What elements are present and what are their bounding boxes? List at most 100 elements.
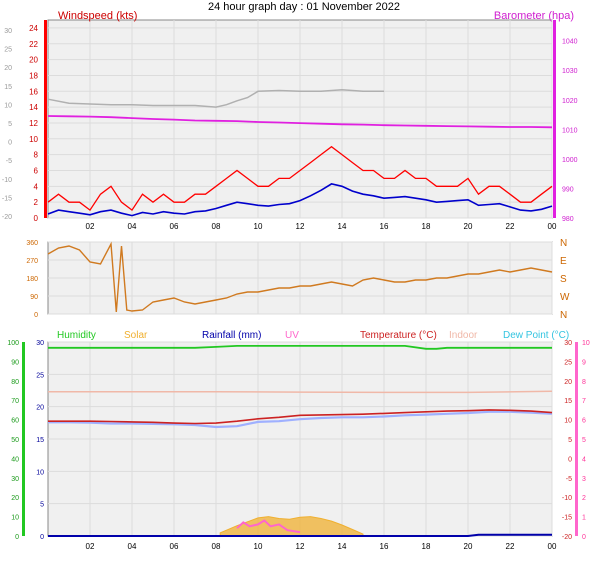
- wind-series: [47, 88, 553, 217]
- temp-time-tick-label: 04: [128, 542, 137, 551]
- rainfall-tick-label: 15: [36, 437, 44, 444]
- humidity-line: [48, 345, 552, 350]
- windspeed-tick-label: 18: [29, 71, 38, 80]
- chart-title: 24 hour graph day : 01 November 2022: [208, 1, 400, 13]
- uv-tick-label: 8: [582, 379, 586, 386]
- compass-tick-label: N: [560, 238, 567, 249]
- barometer-axis-label: Barometer (hpa): [494, 10, 574, 22]
- windspeed-tick-label: 4: [34, 182, 39, 191]
- humidity-tick-label: 80: [11, 379, 19, 386]
- windspeed-tick-label: 24: [29, 24, 38, 33]
- temp-time-tick-label: 02: [86, 542, 95, 551]
- windspeed-tick-label: 20: [29, 56, 38, 65]
- temperature-tick-label: 15: [564, 398, 572, 405]
- windspeed-tick-label: 10: [29, 135, 38, 144]
- windspeed-tick-label: 0: [34, 214, 39, 223]
- direction-degree-tick-label: 90: [30, 294, 38, 301]
- humidity-tick-label: 60: [11, 418, 19, 425]
- wind-time-tick-label: 12: [296, 222, 305, 231]
- humidity-tick-label: 50: [11, 437, 19, 444]
- legend-humidity: Humidity: [57, 330, 96, 341]
- barometer-tick-label: 1040: [562, 39, 578, 46]
- temperature-tick-label: -15: [562, 515, 572, 522]
- wind-time-tick-label: 22: [506, 222, 515, 231]
- temp-time-tick-label: 20: [464, 542, 473, 551]
- uv-tick-label: 2: [582, 495, 586, 502]
- humidity-axis: 0 10 20 30 40 50 60 70 80 90 100: [7, 340, 19, 541]
- windspeed-tick-label: 16: [29, 87, 38, 96]
- wind-time-tick-label: 02: [86, 222, 95, 231]
- legend-solar: Solar: [124, 330, 148, 341]
- direction-degree-tick-label: 270: [26, 258, 38, 265]
- temp-time-tick-label: 10: [254, 542, 263, 551]
- wind-time-tick-label: 06: [170, 222, 179, 231]
- humidity-axis-stripe: [22, 342, 25, 536]
- compass-tick-label: W: [560, 292, 570, 303]
- windspeed-tick-label: 22: [29, 40, 38, 49]
- temperature-axis: -20 -15 -10 -5 0 5 10 15 20 25 30: [562, 340, 572, 541]
- barometer-axis: 980 990 1000 1010 1020 1030 1040: [562, 39, 578, 223]
- outer-axis-tick-label: -10: [2, 177, 12, 184]
- wind-time-tick-label: 08: [212, 222, 221, 231]
- direction-line: [47, 241, 553, 313]
- wind-gust-line: [47, 145, 553, 212]
- solar-area: [219, 516, 364, 537]
- wind-time-tick-label: 10: [254, 222, 263, 231]
- rainfall-line: [48, 533, 552, 537]
- temperature-line: [48, 409, 553, 425]
- wind-outer-left-axis: -20 -15 -10 -5 0 5 10 15 20 25 30: [2, 28, 12, 221]
- temp-time-tick-label: 12: [296, 542, 305, 551]
- humidity-tick-label: 70: [11, 398, 19, 405]
- uv-tick-label: 6: [582, 418, 586, 425]
- uv-tick-label: 9: [582, 359, 586, 366]
- direction-degree-tick-label: 180: [26, 276, 38, 283]
- barometer-tick-label: 1010: [562, 127, 578, 134]
- temperature-tick-label: 10: [564, 418, 572, 425]
- direction-series: [47, 241, 553, 313]
- direction-degree-tick-label: 360: [26, 240, 38, 247]
- temp-time-tick-label: 14: [338, 542, 347, 551]
- temperature-tick-label: -10: [562, 495, 572, 502]
- wind-time-axis: 02 04 06 08 10 12 14 16 18 20 22 00: [86, 222, 557, 231]
- windspeed-tick-label: 6: [34, 166, 39, 175]
- wind-time-tick-label: 04: [128, 222, 137, 231]
- rainfall-tick-label: 10: [36, 469, 44, 476]
- wind-time-tick-label: 18: [422, 222, 431, 231]
- legend-rainfall: Rainfall (mm): [202, 330, 261, 341]
- outer-axis-tick-label: 5: [8, 121, 12, 128]
- barometer-tick-label: 980: [562, 216, 574, 223]
- temperature-tick-label: 0: [568, 456, 572, 463]
- barometer-tick-label: 1020: [562, 98, 578, 105]
- temperature-tick-label: -20: [562, 534, 572, 541]
- uv-axis: 0 1 2 3 4 5 6 7 8 9 10: [582, 340, 590, 541]
- temp-series: [48, 345, 553, 537]
- temperature-tick-label: 30: [564, 340, 572, 347]
- wind-time-tick-label: 00: [548, 222, 557, 231]
- outer-axis-tick-label: -5: [6, 158, 12, 165]
- compass-tick-label: E: [560, 256, 567, 267]
- rainfall-tick-label: 25: [36, 372, 44, 379]
- temp-time-tick-label: 08: [212, 542, 221, 551]
- direction-degree-axis: 0 90 180 270 360: [26, 240, 38, 319]
- temperature-tick-label: -5: [566, 476, 572, 483]
- barometer-tick-label: 1000: [562, 157, 578, 164]
- legend-temperature: Temperature (°C): [360, 330, 437, 341]
- legend-uv: UV: [285, 330, 299, 341]
- barometer-tick-label: 1030: [562, 68, 578, 75]
- uv-axis-stripe: [575, 342, 578, 536]
- outer-axis-tick-label: 20: [4, 65, 12, 72]
- temp-time-tick-label: 22: [506, 542, 515, 551]
- wind-average-line: [47, 183, 553, 217]
- outer-axis-tick-label: 25: [4, 47, 12, 54]
- outer-axis-tick-label: 0: [8, 140, 12, 147]
- windspeed-tick-label: 12: [29, 119, 38, 128]
- outer-axis-tick-label: 10: [4, 102, 12, 109]
- uv-tick-label: 5: [582, 437, 586, 444]
- humidity-tick-label: 90: [11, 359, 19, 366]
- outer-axis-tick-label: 30: [4, 28, 12, 35]
- humidity-tick-label: 100: [7, 340, 19, 347]
- temperature-tick-label: 20: [564, 379, 572, 386]
- humidity-tick-label: 30: [11, 476, 19, 483]
